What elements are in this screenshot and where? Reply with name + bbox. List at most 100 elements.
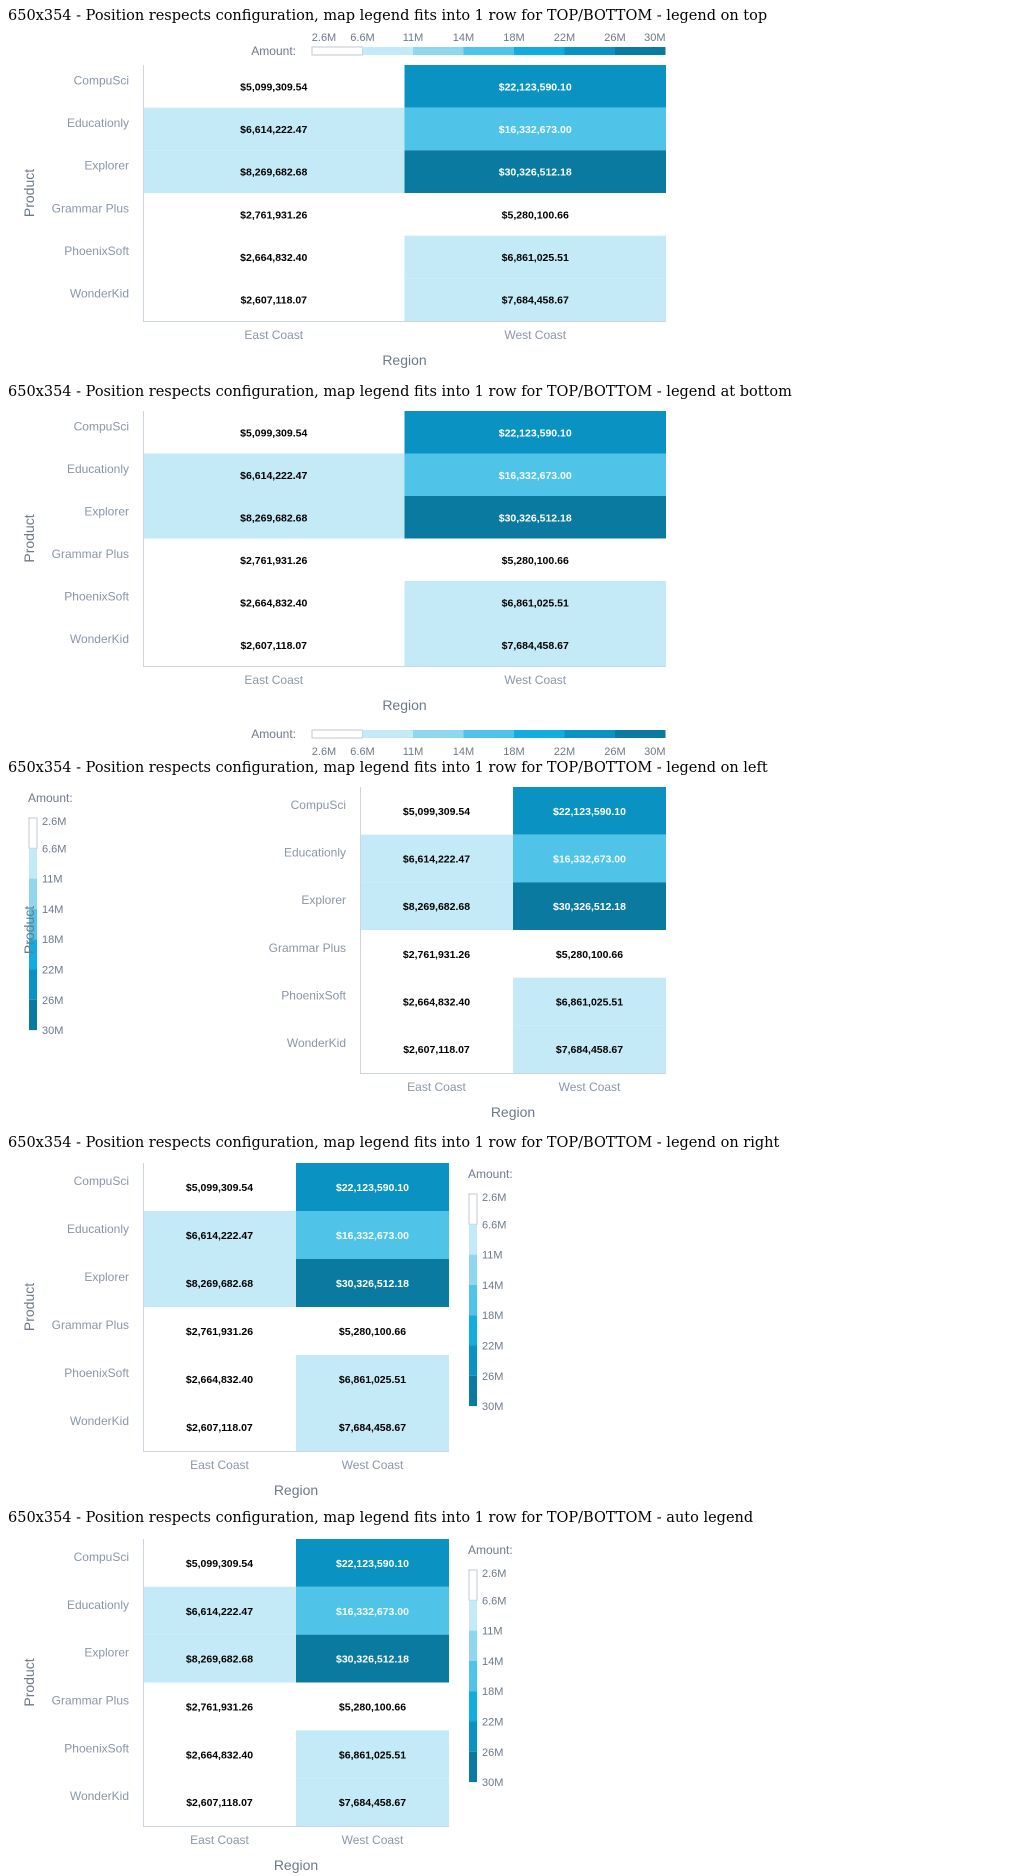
legend-color-swatch (469, 1284, 477, 1316)
heatmap-cell (360, 977, 513, 1026)
legend-title: Amount: (251, 44, 296, 58)
y-tick-label: WonderKid (70, 1789, 129, 1803)
legend-color-swatch (514, 47, 565, 55)
heatmap-chart-legend-auto: $5,099,309.54 $22,123,590.10 $6,614,222.47… (21, 1539, 513, 1873)
legend-color-swatch (469, 1224, 477, 1255)
cell-value-label: $2,607,118.07 (403, 1044, 470, 1056)
legend-tick-label: 14M (42, 904, 63, 916)
chart-section-legend-auto: 650x354 - Position respects configuratio… (0, 1506, 1024, 1876)
legend-color-swatch (615, 47, 666, 55)
chart-section-legend-top: 650x354 - Position respects configuratio… (0, 0, 1024, 380)
cell-value-label: $7,684,458.67 (339, 1797, 406, 1809)
cell-value-label: $6,614,222.47 (186, 1230, 253, 1242)
cell-value-label: $5,280,100.66 (502, 555, 569, 567)
heatmap-cell (143, 1778, 296, 1826)
legend-tick-label: 14M (453, 746, 474, 758)
cell-value-label: $6,861,025.51 (339, 1749, 406, 1761)
cell-value-label: $8,269,682.68 (403, 901, 470, 913)
legend-tick-label: 18M (482, 1310, 503, 1322)
heatmap-cell (513, 977, 666, 1026)
x-axis-title: Region (382, 697, 426, 713)
heatmap-cell (143, 150, 405, 193)
x-axis-title: Region (274, 1857, 318, 1873)
legend-tick-label: 26M (42, 995, 63, 1007)
cell-value-label: $30,326,512.18 (499, 167, 572, 179)
y-tick-label: CompuSci (291, 798, 346, 812)
heatmap-chart-legend-bottom: $5,099,309.54 $22,123,590.10 $6,614,222.47… (21, 411, 666, 758)
x-axis-title: Region (274, 1482, 318, 1498)
cell-value-label: $5,099,309.54 (186, 1558, 253, 1570)
cell-value-label: $8,269,682.68 (186, 1278, 253, 1290)
legend-color-swatch (362, 730, 413, 738)
x-tick-label: West Coast (504, 328, 566, 342)
heatmap-cell (143, 1539, 296, 1587)
cell-value-label: $6,861,025.51 (502, 597, 569, 609)
heatmap-cell (143, 1211, 296, 1259)
cell-value-label: $5,099,309.54 (186, 1182, 253, 1194)
heatmap-cell (360, 882, 513, 930)
y-tick-label: CompuSci (74, 1174, 129, 1188)
heatmap-cell (296, 1778, 449, 1826)
heatmap-cell (296, 1682, 449, 1731)
heatmap-cell (513, 787, 666, 835)
legend-tick-label: 30M (644, 32, 665, 44)
x-tick-label: East Coast (407, 1080, 466, 1094)
cell-value-label: $8,269,682.68 (240, 167, 307, 179)
heatmap-cell (404, 150, 666, 193)
cell-value-label: $5,280,100.66 (339, 1326, 406, 1338)
legend-tick-label: 26M (482, 1371, 503, 1383)
cell-value-label: $7,684,458.67 (556, 1044, 623, 1056)
cell-value-label: $16,332,673.00 (553, 854, 626, 866)
legend-color-swatch (469, 1375, 477, 1407)
legend-tick-label: 26M (604, 746, 625, 758)
cell-value-label: $6,861,025.51 (502, 252, 569, 264)
chart-section-legend-right: 650x354 - Position respects configuratio… (0, 1130, 1024, 1505)
cell-value-label: $16,332,673.00 (499, 124, 572, 136)
y-tick-label: Grammar Plus (269, 941, 346, 955)
legend-tick-label: 11M (42, 874, 63, 886)
heatmap-cell (143, 65, 405, 108)
cell-value-label: $2,761,931.26 (240, 555, 307, 567)
heatmap-cell (143, 107, 405, 151)
x-tick-label: West Coast (504, 673, 566, 687)
cell-value-label: $2,664,832.40 (403, 997, 470, 1009)
legend-color-swatch (469, 1691, 477, 1722)
legend-color-swatch (362, 47, 413, 55)
legend-title: Amount: (468, 1543, 513, 1557)
cell-value-label: $6,614,222.47 (240, 124, 307, 136)
y-tick-label: PhoenixSoft (281, 989, 346, 1003)
heatmap-cell (296, 1539, 449, 1587)
cell-value-label: $22,123,590.10 (499, 427, 572, 439)
cell-value-label: $8,269,682.68 (186, 1654, 253, 1666)
y-tick-label: WonderKid (70, 632, 129, 646)
heatmap-cell (404, 65, 666, 108)
heatmap-cell (404, 235, 666, 279)
heatmap-cell (296, 1586, 449, 1635)
y-tick-label: Grammar Plus (52, 1693, 129, 1707)
x-tick-label: West Coast (559, 1080, 621, 1094)
heatmap-cell (143, 1586, 296, 1635)
heatmap-cell (404, 538, 666, 581)
cell-value-label: $22,123,590.10 (336, 1558, 409, 1570)
y-tick-label: PhoenixSoft (64, 1741, 129, 1755)
y-tick-label: Explorer (84, 504, 129, 518)
cell-value-label: $6,861,025.51 (556, 997, 623, 1009)
y-axis-title: Product (21, 1658, 37, 1706)
y-axis-title: Product (21, 169, 37, 217)
heatmap-cell (143, 538, 405, 581)
y-tick-label: WonderKid (70, 287, 129, 301)
heatmap-cell (143, 496, 405, 539)
heatmap-cell (296, 1634, 449, 1683)
heatmap-cell (143, 1682, 296, 1731)
legend-color-swatch (564, 47, 615, 55)
y-tick-label: CompuSci (74, 419, 129, 433)
cell-value-label: $2,761,931.26 (186, 1326, 253, 1338)
cell-value-label: $16,332,673.00 (336, 1606, 409, 1618)
chart-section-legend-left: 650x354 - Position respects configuratio… (0, 755, 1024, 1130)
x-tick-label: East Coast (244, 328, 303, 342)
heatmap-cell (143, 193, 405, 236)
cell-value-label: $2,761,931.26 (403, 949, 470, 961)
legend-tick-label: 18M (503, 746, 524, 758)
heatmap-cell (404, 107, 666, 151)
cell-value-label: $6,614,222.47 (403, 854, 470, 866)
